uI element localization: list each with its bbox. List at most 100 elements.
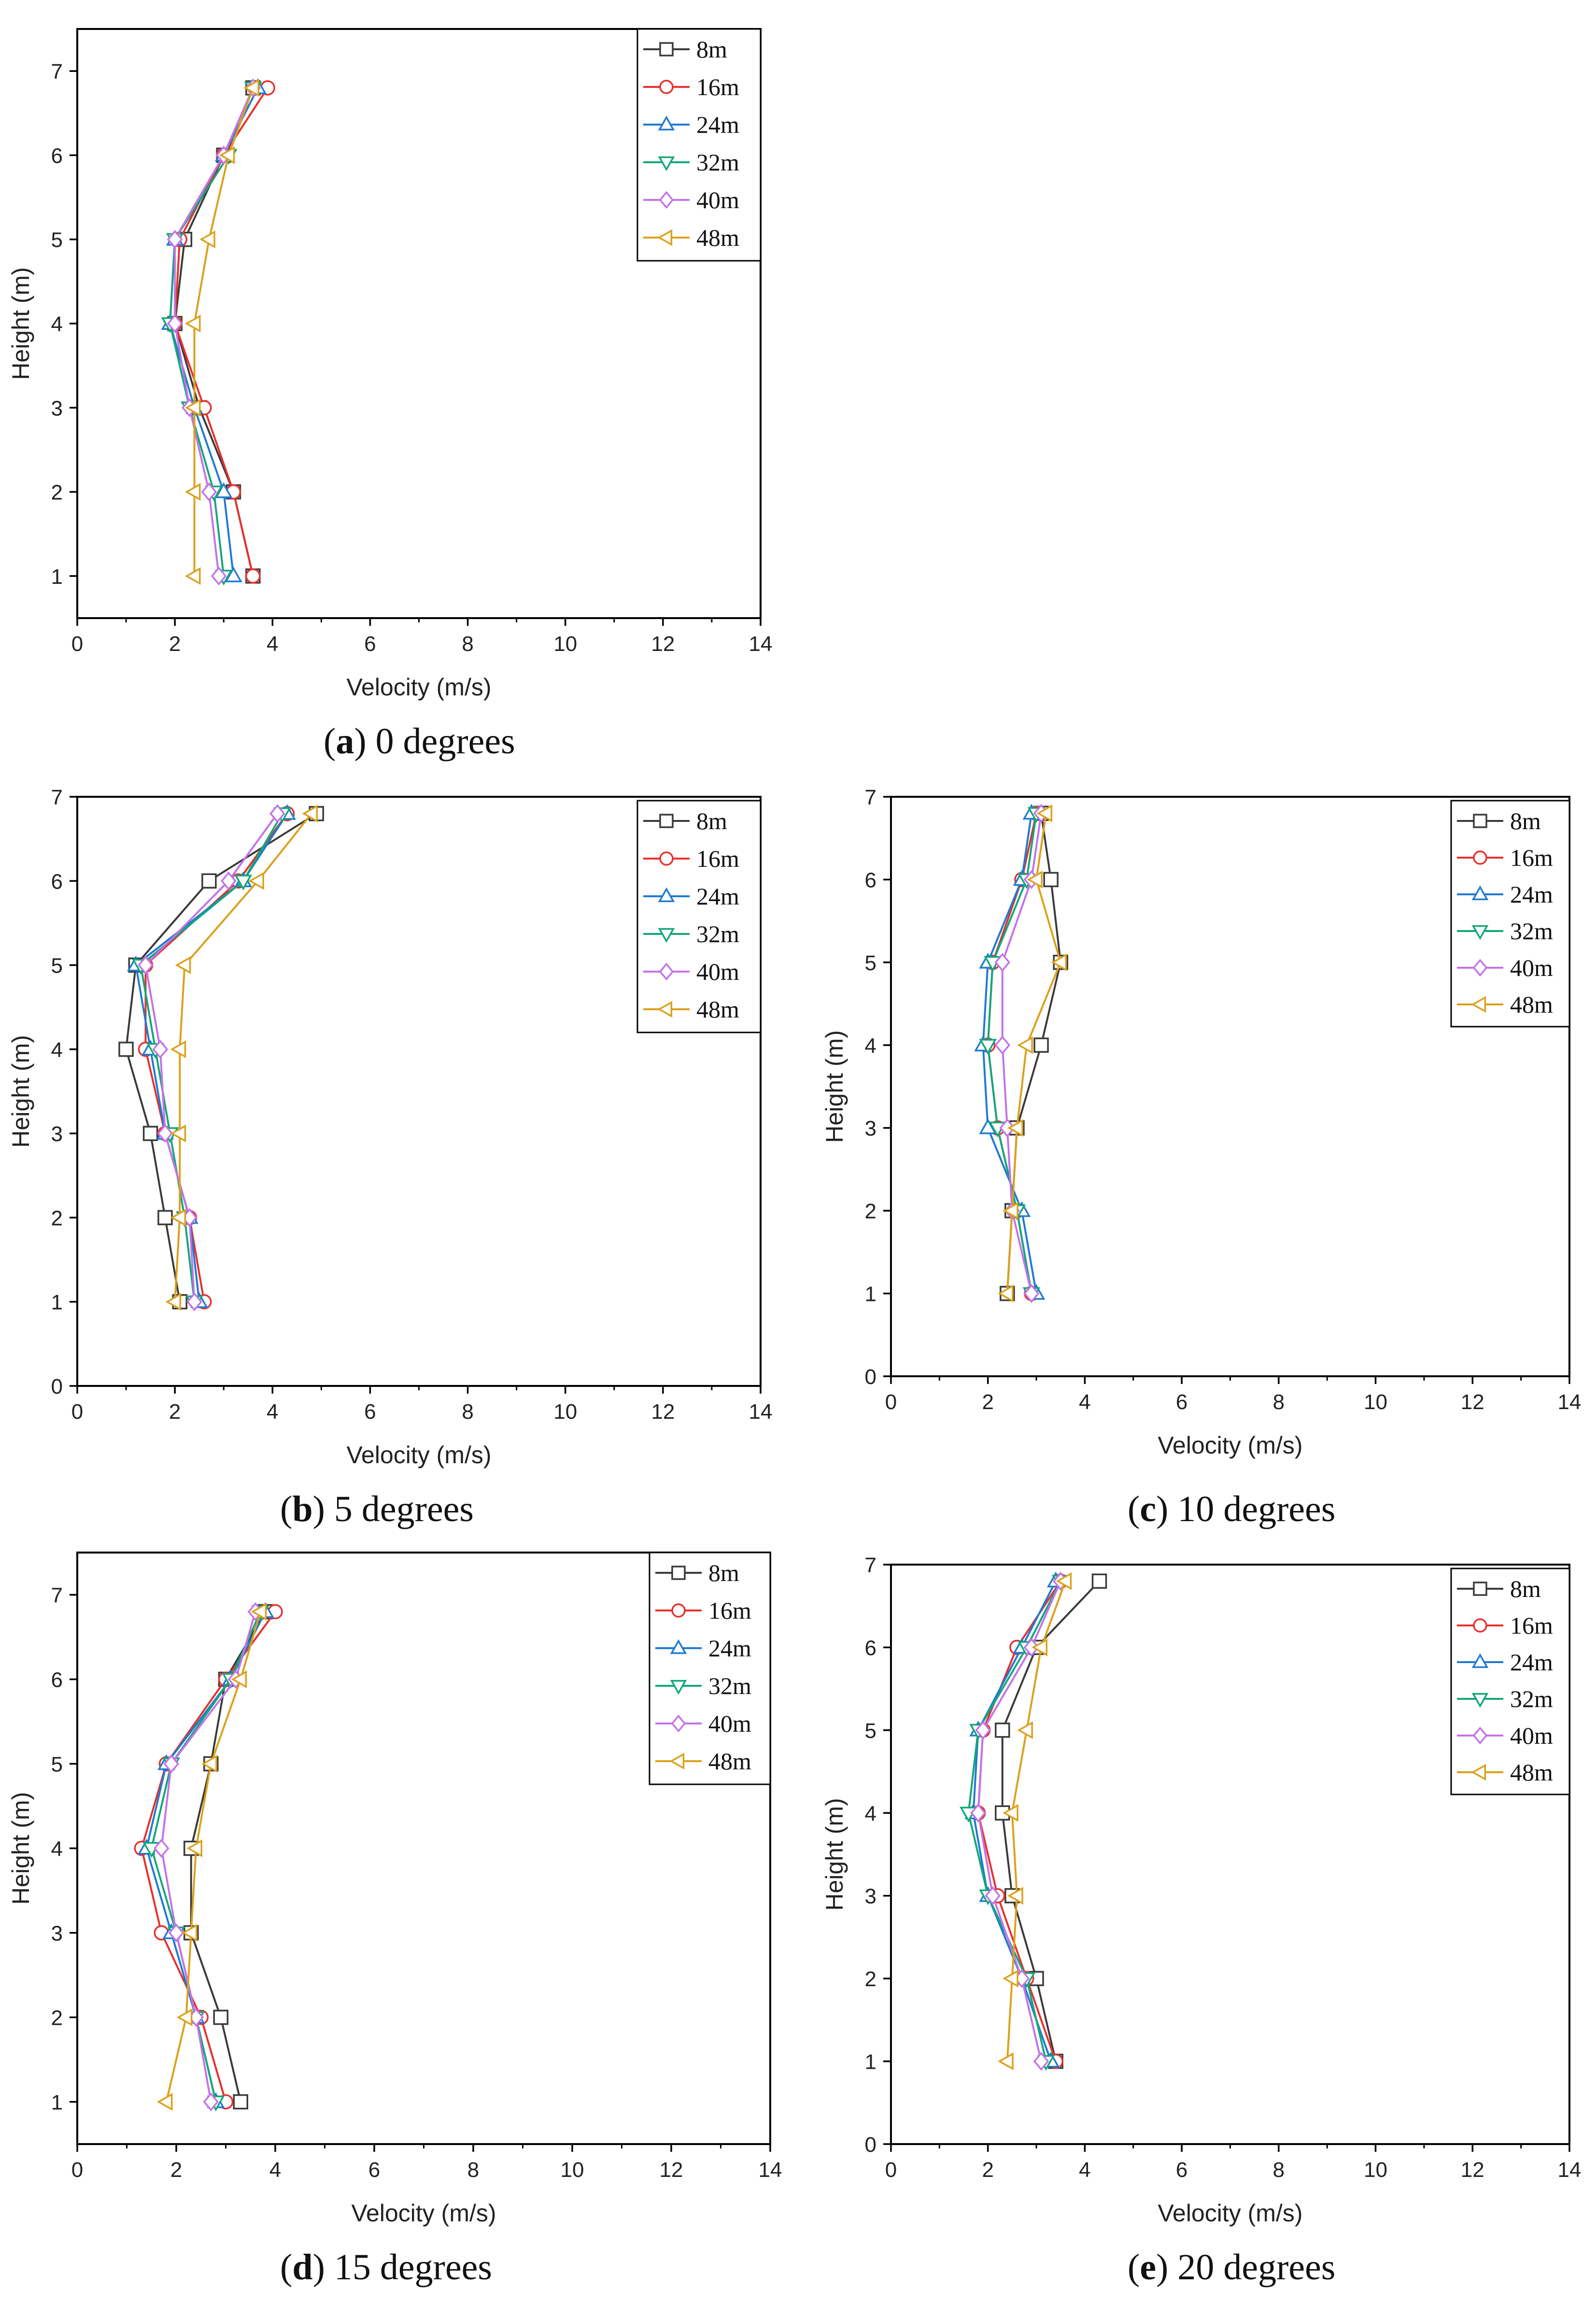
legend-label-48m: 48m [1510,1759,1553,1786]
legend-marker-8m [659,42,674,56]
x-tick-label: 6 [1176,1390,1187,1414]
x-tick-label: 0 [885,2158,897,2182]
series-line-40m [174,87,254,577]
legend-box [649,1552,771,1785]
data-point-48m [176,2008,193,2026]
legend-marker-8m [1473,814,1487,828]
x-tick-label: 8 [1273,2158,1285,2182]
data-point-48m [1031,1638,1048,1656]
x-tick-label: 12 [1461,2158,1484,2182]
x-tick-label: 14 [749,632,773,656]
data-point-48m [1027,871,1043,889]
data-point-48m [251,1603,267,1621]
x-tick-label: 6 [368,2158,380,2182]
legend-box [636,800,762,1033]
series-line-8m [125,813,317,1302]
legend-marker-48m [657,1001,673,1018]
x-tick-label: 2 [982,1390,993,1414]
y-axis-title: Height (m) [7,267,34,380]
data-point-48m [231,1670,247,1688]
x-tick-label: 10 [1364,1390,1387,1414]
x-axis-title: Velocity (m/s) [351,2200,496,2227]
data-point-8m [1033,1037,1049,1053]
legend-marker-32m [1471,1693,1489,1708]
legend-marker-32m [670,1680,687,1695]
x-tick-label: 2 [982,2158,993,2182]
data-point-48m [156,2093,173,2111]
legend-marker-16m [1473,1618,1487,1633]
y-axis-title: Height (m) [7,1035,34,1147]
y-tick-label: 6 [865,1636,876,1660]
data-point-40m [153,1838,169,1858]
data-point-24m [214,482,233,498]
legend-marker-24m [670,1639,687,1654]
series-line-32m [169,87,254,577]
x-tick-label: 12 [1461,1390,1484,1414]
data-point-8m [233,2094,248,2110]
data-point-48m [1056,1572,1072,1590]
legend-label-32m: 32m [696,149,739,176]
x-axis-title: Velocity (m/s) [346,1441,491,1469]
y-tick-label: 6 [51,1668,63,1692]
legend: 8m 16m 24m 32m 40m 48m [636,28,762,262]
legend-label-48m: 48m [696,996,739,1023]
data-point-48m [243,79,259,97]
data-point-48m [1007,1887,1023,1905]
x-tick-label: 12 [660,2158,683,2182]
data-point-48m [1003,1804,1018,1822]
data-point-40m [168,1923,184,1943]
data-point-48m [248,872,264,890]
x-tick-label: 8 [467,2158,479,2182]
legend-label-40m: 40m [1510,954,1553,981]
data-point-40m [201,482,217,502]
x-axis-title: Velocity (m/s) [1158,1432,1302,1459]
legend-label-32m: 32m [708,1672,751,1699]
y-tick-label: 6 [51,870,63,893]
x-tick-label: 10 [561,2158,584,2182]
data-point-48m [175,956,191,974]
x-tick-label: 10 [553,632,577,656]
y-tick-label: 1 [51,1291,63,1314]
legend-marker-40m [659,962,674,981]
data-point-40m [203,2092,219,2112]
y-axis-title: Height (m) [7,1792,34,1905]
x-tick-label: 12 [651,1400,675,1424]
data-point-48m [184,483,201,501]
y-tick-label: 3 [51,1122,63,1146]
y-tick-label: 6 [865,868,876,892]
y-tick-label: 2 [51,481,63,505]
x-axis-title: Velocity (m/s) [346,674,491,701]
legend-label-40m: 40m [696,186,739,213]
legend-label-48m: 48m [1510,991,1553,1018]
data-point-40m [994,953,1011,972]
y-tick-label: 4 [51,1837,63,1861]
legend-label-16m: 16m [708,1597,751,1624]
y-tick-label: 4 [51,1038,63,1062]
legend-label-24m: 24m [708,1635,751,1662]
data-point-40m [186,1292,202,1312]
x-tick-label: 4 [267,632,278,656]
data-point-48m [184,398,201,417]
x-tick-label: 6 [364,1400,376,1424]
x-tick-label: 8 [1273,1390,1285,1414]
series-line-24m [145,1611,267,2102]
y-tick-label: 6 [51,144,63,168]
legend-label-32m: 32m [696,920,739,947]
data-point-40m [999,1118,1016,1138]
data-point-40m [985,1886,1001,1906]
x-tick-label: 4 [1079,1390,1090,1414]
legend-label-8m: 8m [696,807,727,834]
legend-label-24m: 24m [696,883,739,910]
legend-label-8m: 8m [696,36,727,63]
legend-label-24m: 24m [696,111,739,138]
data-point-32m [979,1039,997,1055]
data-point-48m [201,1755,217,1773]
y-tick-label: 5 [51,228,63,252]
y-tick-label: 7 [51,1584,63,1608]
data-point-8m [1091,1573,1107,1589]
y-axis-title: Height (m) [821,1798,848,1910]
legend-marker-24m [1471,885,1489,901]
x-tick-label: 4 [267,1400,278,1424]
